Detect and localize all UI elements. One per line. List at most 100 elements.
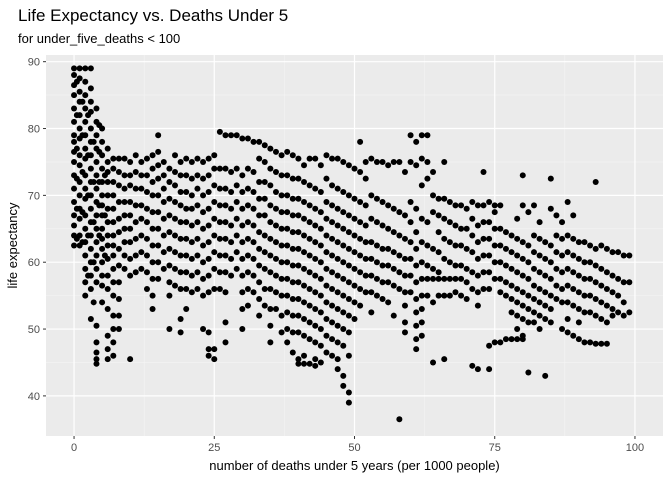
- data-point: [463, 295, 470, 302]
- data-point: [121, 265, 128, 272]
- data-point: [211, 182, 218, 189]
- data-point: [587, 259, 594, 266]
- data-point: [93, 339, 100, 346]
- data-point: [329, 252, 336, 259]
- data-point: [104, 168, 111, 175]
- data-point: [284, 172, 291, 179]
- data-point: [430, 359, 437, 366]
- data-point: [514, 285, 521, 292]
- data-point: [272, 148, 279, 155]
- data-point: [424, 158, 431, 165]
- data-point: [76, 192, 83, 199]
- data-point: [340, 189, 347, 196]
- data-point: [592, 179, 599, 185]
- data-point: [418, 259, 425, 266]
- data-point: [261, 249, 268, 256]
- data-point: [284, 275, 291, 282]
- data-point: [188, 289, 195, 296]
- data-point: [104, 158, 111, 165]
- data-point: [239, 306, 246, 312]
- data-point: [166, 245, 173, 252]
- data-point: [559, 326, 566, 333]
- data-point: [194, 155, 201, 162]
- data-point: [90, 179, 97, 185]
- data-point: [172, 182, 179, 189]
- data-point: [222, 132, 229, 139]
- data-point: [390, 265, 397, 272]
- data-point: [228, 189, 235, 196]
- data-point: [188, 205, 195, 212]
- data-point: [93, 322, 100, 329]
- data-point: [329, 235, 336, 242]
- data-point: [99, 225, 106, 232]
- data-point: [284, 292, 291, 299]
- data-point: [295, 175, 302, 182]
- data-point: [256, 229, 263, 236]
- data-point: [345, 279, 352, 286]
- data-point: [536, 312, 543, 319]
- data-point: [155, 242, 162, 249]
- data-point: [357, 219, 364, 226]
- data-point: [362, 202, 369, 209]
- data-point: [407, 199, 414, 206]
- data-point: [295, 279, 302, 286]
- data-point: [575, 336, 582, 343]
- data-point: [401, 235, 408, 242]
- data-point: [205, 352, 212, 359]
- data-point: [76, 75, 83, 82]
- data-point: [250, 168, 257, 175]
- data-point: [261, 179, 268, 185]
- data-point: [334, 322, 341, 329]
- data-point: [469, 232, 476, 239]
- data-point: [306, 202, 313, 209]
- data-point: [396, 158, 403, 165]
- data-point: [239, 326, 246, 333]
- data-point: [82, 292, 89, 299]
- data-point: [547, 306, 554, 312]
- data-point: [508, 249, 515, 256]
- data-point: [301, 299, 308, 306]
- data-point: [441, 356, 448, 363]
- data-point: [306, 302, 313, 309]
- data-point: [272, 255, 279, 262]
- data-point: [514, 336, 521, 343]
- data-point: [418, 319, 425, 326]
- data-point: [435, 249, 442, 256]
- data-point: [272, 306, 279, 312]
- data-point: [177, 285, 184, 292]
- data-point: [211, 152, 218, 159]
- data-point: [261, 142, 268, 149]
- data-point: [418, 239, 425, 246]
- data-point: [110, 179, 117, 185]
- data-point: [87, 285, 94, 292]
- data-point: [564, 316, 571, 323]
- data-point: [530, 202, 537, 209]
- data-point: [469, 249, 476, 256]
- data-point: [138, 158, 145, 165]
- data-point: [401, 302, 408, 309]
- data-point: [486, 219, 493, 226]
- data-point: [110, 352, 117, 359]
- data-point: [82, 252, 89, 259]
- data-point: [469, 285, 476, 292]
- data-point: [312, 362, 319, 369]
- data-point: [452, 222, 459, 229]
- data-point: [76, 232, 83, 239]
- data-point: [525, 242, 532, 249]
- data-point: [345, 352, 352, 359]
- data-point: [452, 289, 459, 296]
- data-point: [536, 252, 543, 259]
- data-point: [323, 316, 330, 323]
- data-point: [424, 132, 431, 139]
- data-point: [430, 245, 437, 252]
- data-point: [99, 152, 106, 159]
- data-point: [228, 132, 235, 139]
- data-point: [401, 272, 408, 279]
- data-point: [205, 172, 212, 179]
- data-point: [82, 225, 89, 232]
- data-point: [87, 245, 94, 252]
- data-point: [233, 132, 240, 139]
- data-point: [491, 202, 498, 209]
- data-point: [121, 225, 128, 232]
- data-point: [502, 279, 509, 286]
